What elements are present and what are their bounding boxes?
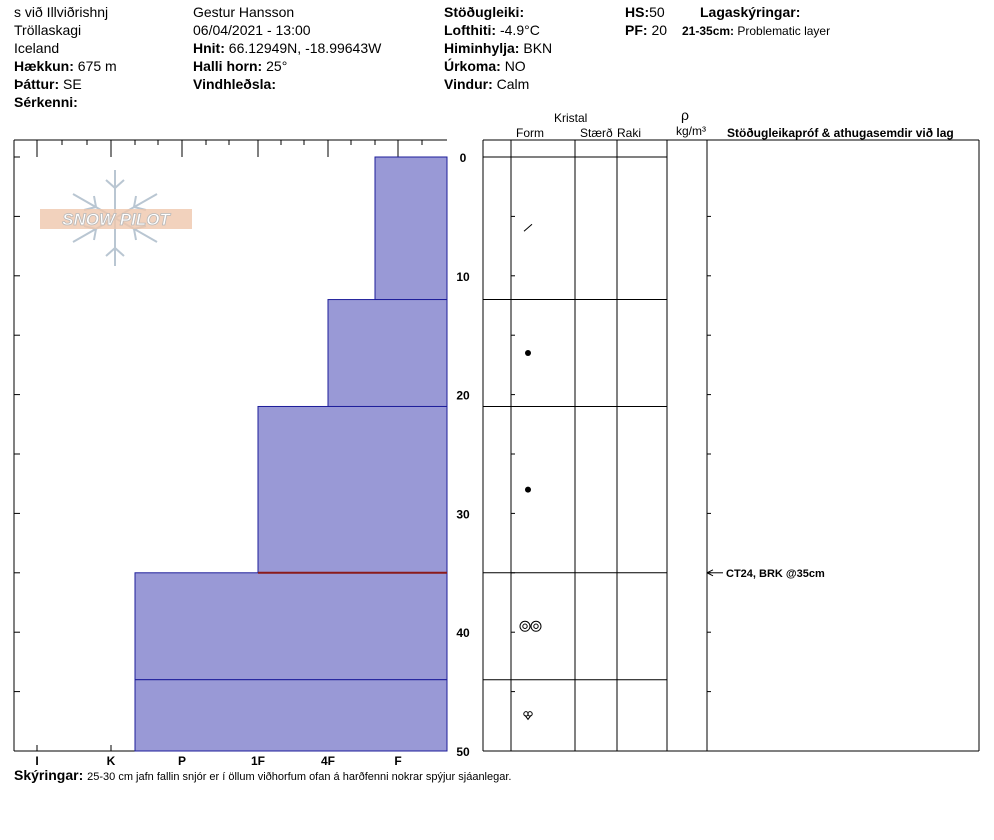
elevation-label: Hækkun: [14,58,74,74]
tests-header: Stöðugleikapróf & athugasemdir við lag [727,126,954,140]
moisture-header: Raki [617,126,642,140]
aspect-label: Þáttur: [14,76,60,92]
coords-value: 66.12949N, -18.99643W [228,40,382,56]
legend-depth: 21-35cm: [682,24,735,38]
sky-value: BKN [523,40,553,56]
snow-layer-bar [327,299,448,407]
form-header: Form [516,126,544,140]
hardness-axis-label: I [35,754,38,768]
hardness-axis-label: P [178,754,186,768]
hs-label: HS: [625,4,650,20]
hardness-axis-label: 4F [321,754,335,768]
air-temp-value: -4.9°C [499,22,540,38]
elevation-field: Hækkun: 675 m [14,58,117,74]
snow-layer-bar [134,679,448,752]
slope-label: Halli horn: [193,58,263,74]
region-name: Tröllaskagi [14,22,82,38]
logo-banner [40,209,192,229]
wind-field: Vindur: Calm [444,76,529,92]
wind-label: Vindur: [444,76,493,92]
location-name: s við Illviðrishnj [14,4,109,20]
snowpilot-logo: SNOW PILOT [40,170,192,266]
depth-axis-label: 40 [456,626,470,640]
crystal-form-rounded-icon [525,350,531,357]
crystal-form-rounded-icon [525,486,531,493]
wind-loading-label: Vindhleðsla: [193,76,276,92]
pf-value: 20 [651,22,668,38]
observer-name: Gestur Hansson [193,4,295,20]
hs-value: 50 [649,4,665,20]
crystal-form-surface-hoar-icon [523,711,533,721]
coords-label: Hnit: [193,40,225,56]
stability-label: Stöðugleiki: [444,4,525,20]
hardness-axis-label: F [394,754,401,768]
snow-layer-bar [257,405,448,574]
crystal-form-decomposing-icon [523,223,533,232]
crystal-header: Kristal [554,111,588,125]
legend-text: Problematic layer [737,24,831,38]
arrow-head-icon [706,569,714,577]
depth-axis-label: 20 [456,389,470,403]
logo-text: SNOW PILOT [62,210,171,229]
rho-symbol: ρ [681,107,689,123]
hs-field: HS:50 [625,4,665,20]
depth-axis-label: 0 [460,151,467,165]
slope-value: 25° [266,58,288,74]
pf-field: PF: 20 [625,22,667,38]
hardness-axis-label: 1F [251,754,265,768]
precip-value: NO [504,58,526,74]
stability-test-result: CT24, BRK @35cm [726,568,825,580]
comments-label: Skýringar: [14,767,84,783]
pf-label: PF: [625,22,648,38]
comments-field: Skýringar: 25-30 cm jafn fallin snjór er… [14,767,511,785]
legend-entry: 21-35cm: Problematic layer [682,23,830,39]
coords-field: Hnit: 66.12949N, -18.99643W [193,40,381,56]
air-temp-label: Lofthiti: [444,22,497,38]
slope-field: Halli horn: 25° [193,58,287,74]
aspect-field: Þáttur: SE [14,76,82,92]
depth-axis-label: 50 [456,745,470,759]
snow-layer-bar [134,572,448,681]
snow-layer-bar [374,156,448,301]
depth-axis-label: 10 [456,270,470,284]
precip-label: Úrkoma: [444,58,501,74]
aspect-value: SE [63,76,82,92]
legend-title: Lagaskýringar: [700,4,801,20]
hardness-axis-label: K [107,754,116,768]
sky-field: Himinhylja: BKN [444,40,552,56]
sky-label: Himinhylja: [444,40,520,56]
crystal-form-melt-freeze-icon [519,620,542,632]
size-header: Stærð [580,126,613,140]
elevation-value: 675 m [77,58,117,74]
precip-field: Úrkoma: NO [444,58,526,74]
density-unit: kg/m³ [676,124,706,138]
wind-value: Calm [496,76,530,92]
country-name: Iceland [14,40,60,56]
depth-axis-label: 30 [456,507,470,521]
features-label: Sérkenni: [14,94,78,110]
observation-datetime: 06/04/2021 - 13:00 [193,22,311,38]
comments-text: 25-30 cm jafn fallin snjór er í öllum vi… [87,771,512,783]
air-temp-field: Lofthiti: -4.9°C [444,22,540,38]
